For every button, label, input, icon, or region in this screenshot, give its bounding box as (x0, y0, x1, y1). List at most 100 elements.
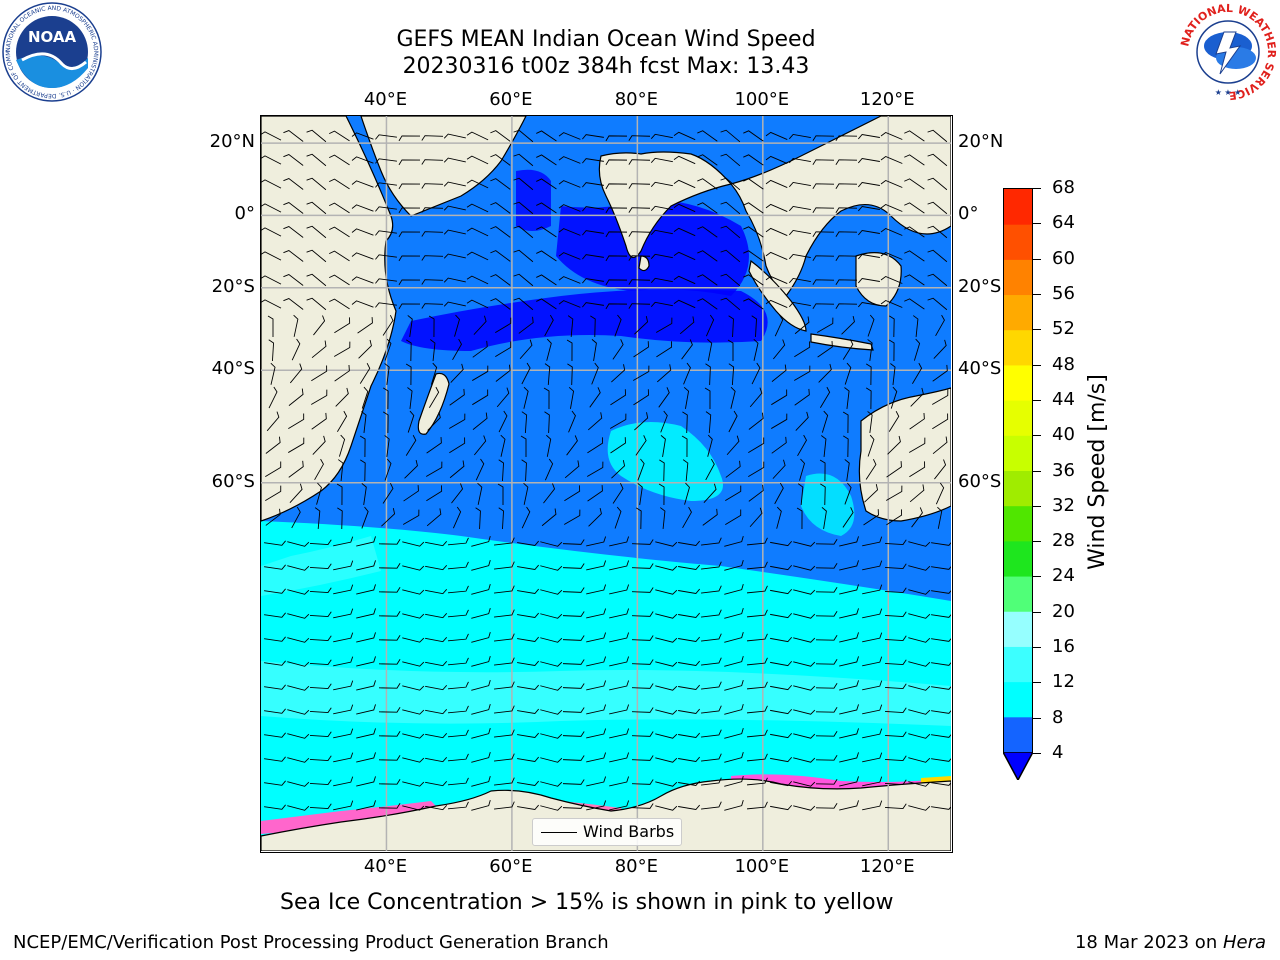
wind-barb (724, 775, 744, 787)
wind-barb (329, 154, 350, 166)
wind-barb (425, 732, 448, 739)
wind-barb (609, 800, 630, 811)
wind-barb (291, 506, 301, 529)
wind-barb (655, 317, 673, 333)
wind-barb (517, 540, 540, 546)
wind-barb (536, 274, 557, 286)
wind-barb (697, 154, 718, 166)
wind-barb (660, 410, 668, 433)
wind-barb (309, 539, 332, 546)
wind-barb (402, 661, 425, 667)
wind-barb (724, 703, 744, 715)
wind-barb (678, 660, 701, 666)
wind-barb (862, 704, 883, 715)
lon-tick-label-bottom: 40°E (363, 856, 408, 877)
wind-barb (701, 681, 722, 690)
wind-barb (673, 299, 696, 309)
wind-barb (544, 314, 554, 337)
wind-barb (673, 251, 696, 261)
wind-barb (568, 410, 576, 433)
wind-barb (403, 485, 419, 502)
colorbar-tick (1033, 647, 1041, 649)
wind-barb (751, 315, 757, 338)
wind-barb (908, 589, 931, 595)
wind-barb (842, 338, 854, 360)
wind-barb (771, 436, 787, 454)
wind-barb (884, 611, 907, 618)
wind-barb (765, 227, 788, 236)
wind-barb (889, 315, 895, 338)
wind-barb (536, 202, 557, 214)
borneo (855, 252, 902, 307)
wind-barb (839, 752, 859, 763)
wind-barb (521, 362, 531, 385)
wind-barb (473, 315, 487, 335)
wind-barb (582, 230, 604, 236)
wind-barb (309, 635, 332, 642)
wind-barb (378, 778, 401, 785)
wind-barb (426, 437, 442, 454)
wind-barb (788, 205, 811, 212)
colorbar-tick-label: 40 (1052, 424, 1075, 446)
colorbar-tick-label: 4 (1052, 742, 1064, 763)
wind-barb (378, 682, 401, 689)
wind-barb (586, 608, 607, 619)
wind-barb (927, 225, 948, 239)
wind-barb (749, 507, 763, 528)
wind-barb (378, 562, 401, 569)
colorbar-tick (1033, 611, 1041, 613)
wind-barb (614, 506, 622, 529)
wind-barb (287, 781, 310, 787)
wind-barb (864, 484, 879, 503)
lon-tick-label-top: 100°E (734, 89, 790, 110)
wind-barb (562, 803, 585, 809)
colorbar-tick (1033, 682, 1041, 684)
wind-barb (337, 507, 343, 530)
wind-barb (443, 301, 466, 307)
wind-barb (558, 204, 581, 212)
colorbar (1003, 188, 1033, 753)
wind-barb (678, 612, 701, 618)
wind-barb (471, 703, 491, 715)
wind-barb (862, 656, 883, 667)
wind-barb (788, 157, 811, 164)
wind-barb (793, 685, 816, 691)
wind-barb (904, 202, 925, 214)
wind-barb (521, 411, 528, 434)
wind-barb (724, 631, 744, 643)
wind-barb (631, 803, 654, 809)
wind-barb (932, 413, 949, 430)
wind-barb (678, 684, 701, 690)
wind-barb (673, 275, 696, 285)
colorbar-band (1004, 611, 1032, 647)
wind-barb (862, 560, 883, 571)
wind-barb (658, 387, 670, 408)
wind-barb (884, 683, 907, 690)
wind-barb (908, 541, 931, 547)
wind-barb (635, 435, 647, 456)
legend-barb-line-icon (541, 832, 577, 833)
wind-barb (655, 709, 678, 715)
wind-barb (844, 362, 852, 385)
lat-tick-label-left: 20°N (209, 131, 255, 153)
wind-barb (375, 278, 397, 284)
wind-barb (857, 206, 880, 212)
wind-barb (447, 753, 469, 762)
wind-barb (770, 636, 793, 643)
wind-barb (678, 636, 701, 642)
wind-barb (701, 801, 722, 810)
wind-barb (772, 339, 786, 360)
wind-barb (430, 362, 438, 385)
wind-barb (351, 132, 374, 140)
wind-barb (264, 564, 286, 570)
wind-barb (402, 685, 425, 691)
colorbar-tick-label: 52 (1052, 318, 1075, 340)
wind-barb (496, 387, 510, 408)
colorbar-band (1004, 505, 1032, 542)
wind-barb (724, 799, 744, 811)
wind-barb (360, 459, 366, 482)
wind-barb (494, 753, 515, 762)
wind-barb (839, 800, 859, 811)
wind-barb (471, 583, 491, 595)
wind-barb (264, 540, 286, 546)
